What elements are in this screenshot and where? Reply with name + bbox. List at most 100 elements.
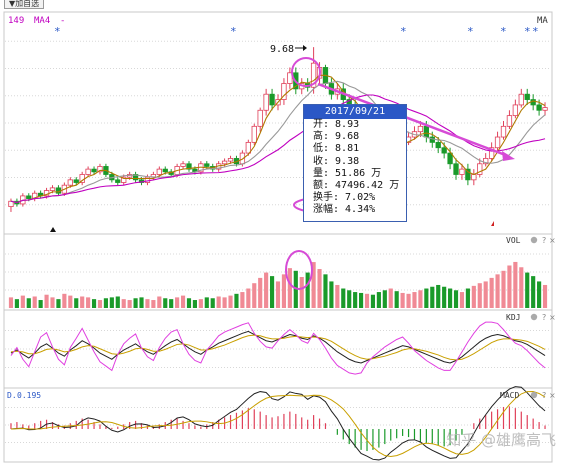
- volume-bar: [228, 295, 233, 308]
- volume-bar: [175, 297, 180, 308]
- candle-body: [494, 136, 501, 149]
- volume-bar: [459, 292, 465, 308]
- volume-bar: [347, 290, 352, 308]
- help-icon: ?: [542, 391, 546, 400]
- candle-body: [67, 179, 73, 186]
- star-marker: *: [54, 25, 61, 38]
- volume-bar: [364, 293, 370, 308]
- candle-body: [8, 200, 14, 207]
- tooltip-date: 2017/09/21: [304, 105, 406, 119]
- volume-bar: [489, 277, 494, 308]
- volume-bar: [382, 290, 387, 308]
- volume-bar: [234, 293, 239, 308]
- volume-bar: [50, 297, 55, 308]
- candle-body: [49, 187, 56, 191]
- tooltip-row-amount: 额: 47496.42 万: [313, 179, 400, 191]
- volume-bar: [186, 298, 192, 308]
- tooltip-row-change: 涨幅: 4.34%: [313, 204, 376, 216]
- volume-bar: [317, 269, 322, 308]
- candle-body: [453, 163, 459, 175]
- candle-body: [524, 93, 530, 100]
- tooltip-row-open: 开: 8.93: [313, 119, 360, 130]
- volume-bar: [8, 297, 14, 308]
- macd-dif-line: [10, 386, 546, 461]
- volume-bar: [287, 268, 292, 308]
- grid-lines: [5, 40, 551, 443]
- volume-bar: [323, 274, 328, 308]
- candle-body: [512, 104, 519, 117]
- candle-body: [269, 93, 275, 106]
- candle-body: [441, 147, 447, 154]
- kdj-label: KDJ: [506, 313, 520, 322]
- volume-bar: [335, 284, 340, 308]
- volume-bar: [145, 299, 150, 308]
- volume-bar: [442, 286, 447, 308]
- star-marker: *: [400, 25, 407, 38]
- candle-body: [251, 125, 257, 143]
- volume-bar: [341, 288, 346, 308]
- volume-bar: [477, 283, 482, 308]
- candle-body: [263, 93, 269, 111]
- candle-body: [310, 62, 317, 88]
- candle-body: [26, 195, 32, 199]
- volume-bar: [204, 297, 209, 308]
- tooltip-row-turnover: 换手: 7.02%: [313, 192, 376, 204]
- volume-bar: [388, 288, 393, 308]
- star-markers: * * * * * * *: [54, 25, 539, 38]
- kdj-line: [10, 330, 546, 364]
- gear-icon: [530, 391, 538, 399]
- vol-label: VOL: [506, 236, 521, 245]
- candle-body: [180, 163, 186, 167]
- volume-bar: [163, 298, 168, 308]
- watermark: 知乎 @雄鹰高飞: [446, 431, 556, 449]
- volume-bar: [412, 292, 417, 308]
- volume-bar: [370, 294, 376, 308]
- ma-line: [10, 74, 546, 204]
- candle-body: [121, 176, 127, 183]
- volume-bar: [14, 299, 19, 308]
- candle-body: [536, 104, 542, 111]
- volume-bar: [436, 284, 441, 308]
- volume-bar: [359, 292, 364, 308]
- kdj-lines: [10, 321, 546, 375]
- bar-tooltip: 2017/09/21 开: 8.93 高: 9.68 低: 8.81 收: 9.…: [303, 104, 407, 222]
- candle-body: [465, 168, 471, 181]
- star-marker: *: [532, 25, 539, 38]
- volume-bar: [222, 297, 227, 308]
- volume-bar: [252, 283, 257, 308]
- help-icon: ?: [542, 236, 546, 245]
- volume-bar: [400, 292, 405, 308]
- volume-bar: [74, 298, 79, 308]
- volume-bar: [133, 298, 138, 308]
- candle-body: [204, 163, 210, 167]
- candle-body: [91, 168, 97, 173]
- tooltip-row-high: 高: 9.68: [313, 131, 360, 143]
- add-watchlist-tab[interactable]: ▼加自选: [4, 0, 45, 9]
- high-marker-icon: [491, 221, 494, 226]
- peak-circle-annotation: [291, 57, 321, 87]
- candle-body: [85, 168, 91, 175]
- volume-bar: [32, 296, 37, 308]
- star-marker: *: [467, 25, 474, 38]
- star-marker: *: [500, 25, 507, 38]
- candle-body: [483, 158, 489, 165]
- volume-bar: [281, 274, 287, 308]
- volume-bar: [86, 297, 91, 308]
- macd-prefix: D.: [7, 391, 17, 400]
- volume-bar: [115, 296, 120, 308]
- volume-bar: [453, 290, 459, 308]
- volume-bar: [394, 291, 399, 308]
- candle-body: [73, 179, 79, 183]
- volume-bar: [246, 288, 251, 308]
- trend-arrowhead-annotation: [502, 151, 515, 161]
- volume-bar: [216, 296, 221, 308]
- main-right-label: MA: [537, 16, 548, 26]
- candle-body: [227, 158, 234, 162]
- candle-body: [115, 179, 121, 183]
- help-icon: ?: [542, 313, 546, 322]
- volume-bar: [311, 262, 316, 308]
- volume-bar: [406, 293, 411, 308]
- volume-bar: [68, 295, 73, 308]
- volume-bar: [139, 297, 144, 308]
